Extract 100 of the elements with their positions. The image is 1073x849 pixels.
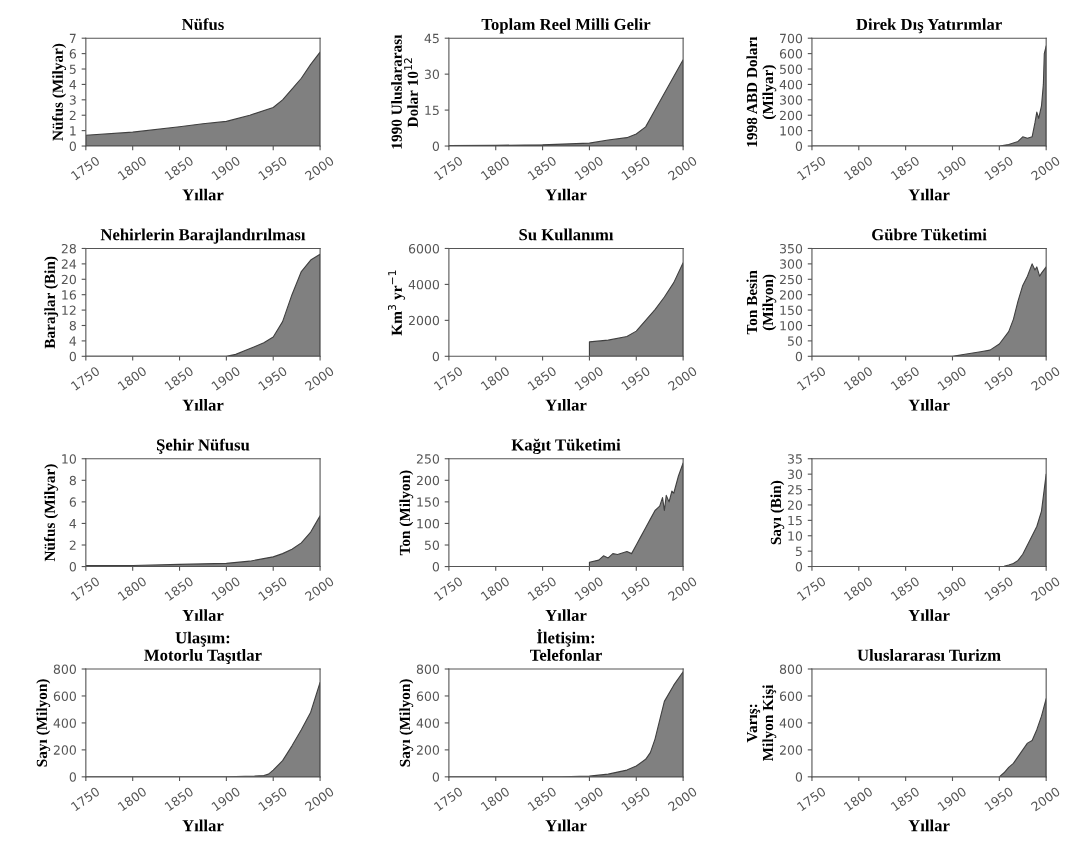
chart-title: Nüfus — [181, 18, 224, 31]
y-axis-title: Sayı (Milyon) — [36, 679, 51, 767]
y-tick-label: 350 — [780, 243, 803, 254]
y-tick-label: 4 — [69, 336, 77, 346]
y-tick-label: 30 — [424, 69, 440, 80]
y-tick-label: 5 — [795, 546, 802, 557]
chart-title: Uluslararası Turizm — [857, 649, 1001, 661]
y-tick-label: 50 — [424, 540, 440, 550]
y-axis-title: 1998 ABD Doları (Milyar) — [746, 36, 777, 147]
y-tick-label: 0 — [432, 562, 440, 572]
y-tick-label: 250 — [416, 454, 440, 464]
chart-title: İletişim: Telefonlar — [530, 629, 602, 661]
y-axis-title: Nüfus (Milyar) — [44, 464, 59, 562]
y-tick-label: 600 — [416, 691, 440, 701]
x-axis-title: Yıllar — [182, 399, 224, 411]
x-axis-title: Yıllar — [182, 819, 224, 832]
y-tick-label: 700 — [780, 33, 803, 44]
y-tick-label: 6 — [69, 49, 77, 59]
y-tick-label: 0 — [69, 351, 76, 362]
y-tick-label: 0 — [432, 772, 440, 782]
y-tick-label: 200 — [779, 745, 803, 755]
y-tick-label: 400 — [53, 718, 76, 728]
y-tick-label: 8 — [69, 475, 76, 486]
y-axis-title: Sayı (Milyon) — [399, 679, 414, 767]
x-axis-title: Yıllar — [545, 819, 587, 832]
y-tick-label: 150 — [417, 497, 440, 507]
y-tick-label: 2 — [69, 110, 76, 120]
y-tick-label: 6 — [69, 497, 77, 507]
y-tick-label: 5 — [69, 64, 76, 74]
y-tick-label: 400 — [416, 718, 440, 728]
y-tick-label: 0 — [432, 141, 440, 151]
y-tick-label: 0 — [795, 772, 803, 782]
y-tick-label: 10 — [62, 454, 76, 464]
y-tick-label: 30 — [787, 469, 803, 480]
chart-title: Su Kullanımı — [519, 228, 614, 241]
y-tick-label: 100 — [780, 126, 803, 136]
chart-title: Direk Dış Yatırımlar — [856, 18, 1002, 34]
y-tick-label: 24 — [61, 259, 77, 269]
chart-title: Ulaşım: Motorlu Taşıtlar — [144, 631, 262, 665]
y-tick-label: 15 — [788, 515, 802, 526]
y-tick-label: 45 — [424, 33, 439, 44]
y-tick-label: 3 — [69, 95, 76, 105]
y-axis-title: Barajlar (Bin) — [44, 256, 59, 349]
chart-title: Kağıt Tüketimi — [511, 438, 621, 455]
y-tick-label: 0 — [795, 562, 803, 572]
y-tick-label: 4 — [69, 80, 77, 90]
y-tick-label: 2000 — [408, 315, 440, 326]
chart-title: Şehir Nüfusu — [156, 438, 250, 454]
y-tick-label: 20 — [787, 500, 803, 510]
y-tick-label: 200 — [416, 745, 440, 755]
y-tick-label: 2 — [69, 540, 76, 550]
y-tick-label: 35 — [787, 454, 802, 464]
x-axis-title: Yıllar — [545, 399, 587, 411]
y-tick-label: 8 — [69, 320, 76, 331]
y-axis-title: Km$^{3}$ yr$^{−1}$ — [388, 270, 406, 336]
y-tick-label: 800 — [53, 664, 76, 674]
y-tick-label: 4000 — [408, 279, 440, 290]
y-tick-label: 28 — [61, 243, 76, 254]
y-tick-label: 0 — [69, 141, 76, 151]
y-tick-label: 0 — [795, 141, 803, 151]
x-axis-title: Yıllar — [182, 188, 224, 201]
y-tick-label: 400 — [779, 79, 803, 90]
y-tick-label: 10 — [788, 531, 803, 541]
y-tick-label: 15 — [425, 105, 439, 116]
x-axis-title: Yıllar — [908, 399, 950, 411]
y-tick-label: 6000 — [408, 243, 440, 254]
chart-title: Nehirlerin Barajlandırılması — [100, 228, 306, 244]
y-tick-label: 4 — [69, 519, 77, 529]
y-tick-label: 800 — [779, 664, 803, 674]
y-axis-title: 1990 Uluslararası Dolar 10$^{12}$ — [391, 34, 418, 149]
y-tick-label: 300 — [780, 259, 803, 269]
x-axis-title: Yıllar — [908, 609, 950, 622]
y-tick-label: 800 — [416, 664, 440, 674]
y-tick-label: 200 — [53, 745, 76, 755]
x-axis-title: Yıllar — [182, 609, 224, 622]
y-axis-title: Varış: Milyon Kişi — [747, 684, 777, 762]
y-axis-title: Ton Besin (Milyon) — [746, 270, 777, 335]
y-tick-label: 600 — [53, 691, 76, 701]
y-tick-label: 100 — [417, 518, 440, 529]
y-tick-label: 12 — [62, 305, 76, 315]
chart-title: Gübre Tüketimi — [872, 228, 987, 241]
chart-title: Toplam Reel Milli Gelir — [481, 18, 651, 34]
y-tick-label: 200 — [779, 110, 803, 121]
y-tick-label: 0 — [69, 772, 76, 782]
y-tick-label: 200 — [416, 475, 440, 486]
y-tick-label: 0 — [69, 562, 76, 572]
y-tick-label: 500 — [780, 64, 803, 74]
x-axis-title: Yıllar — [908, 188, 950, 201]
y-tick-label: 150 — [780, 305, 803, 316]
y-axis-title: Ton (Milyon) — [399, 470, 414, 556]
y-tick-label: 200 — [779, 290, 803, 300]
y-tick-label: 600 — [779, 691, 803, 701]
y-tick-label: 1 — [70, 126, 76, 136]
y-tick-label: 7 — [69, 33, 76, 43]
y-axis-title: Sayı (Bin) — [770, 480, 785, 545]
y-tick-label: 600 — [779, 49, 803, 59]
y-tick-label: 0 — [795, 351, 803, 362]
x-axis-title: Yıllar — [908, 819, 950, 832]
y-tick-label: 250 — [779, 274, 803, 285]
y-tick-label: 400 — [779, 718, 803, 728]
